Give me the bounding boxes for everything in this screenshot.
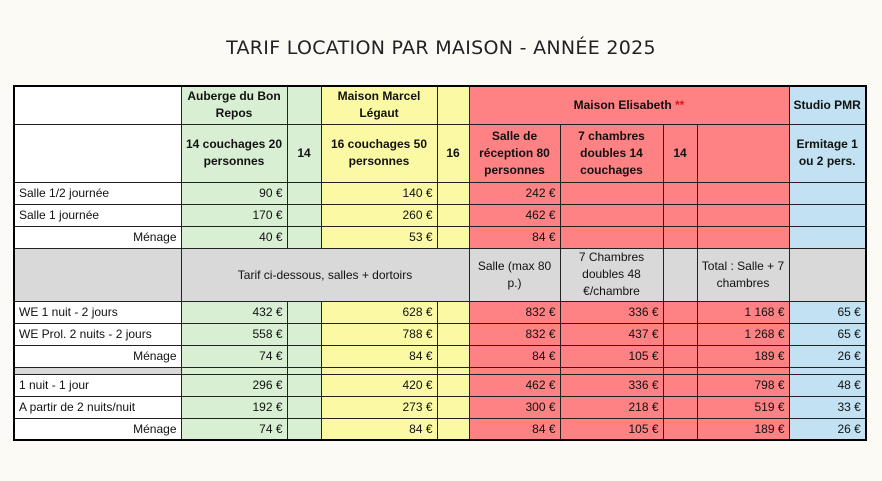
price-auberge: 74 € bbox=[180, 344, 288, 368]
page-title: TARIF LOCATION PAR MAISON - ANNÉE 2025 bbox=[226, 37, 656, 59]
capacity-marcel: 16 couchages 50 personnes bbox=[320, 123, 438, 183]
dortoir-total: Total : Salle + 7 chambres bbox=[696, 247, 790, 302]
capacity-marcel-count: 16 bbox=[436, 123, 470, 183]
table-row: 1 nuit - 1 jour 296 € 420 € 462 € 336 € … bbox=[13, 373, 867, 397]
price-studio: 33 € bbox=[788, 395, 867, 419]
dortoir-note: Tarif ci-dessous, salles + dortoirs bbox=[180, 247, 470, 302]
price-total: 1 268 € bbox=[696, 322, 790, 346]
elisabeth-mark: ** bbox=[675, 98, 685, 113]
table-row: Salle 1/2 journée 90 € 140 € 242 € bbox=[13, 181, 867, 205]
price-marcel: 84 € bbox=[320, 344, 438, 368]
price-salle: 84 € bbox=[468, 344, 561, 368]
table-row: Salle 1 journée 170 € 260 € 462 € bbox=[13, 203, 867, 227]
row-label: A partir de 2 nuits/nuit bbox=[13, 395, 182, 419]
row-label: WE 1 nuit - 2 jours bbox=[13, 300, 182, 324]
price-chambres: 336 € bbox=[559, 300, 664, 324]
price-salle: 462 € bbox=[468, 203, 561, 227]
price-marcel: 84 € bbox=[320, 417, 438, 441]
price-salle: 832 € bbox=[468, 322, 561, 346]
row-label: Salle 1 journée bbox=[13, 203, 182, 227]
price-salle: 242 € bbox=[468, 181, 561, 205]
price-auberge: 40 € bbox=[180, 225, 288, 249]
price-auberge: 432 € bbox=[180, 300, 288, 324]
price-total: 189 € bbox=[696, 417, 790, 441]
price-studio: 26 € bbox=[788, 417, 867, 441]
house-marcel: Maison Marcel Légaut bbox=[320, 85, 438, 125]
price-salle: 832 € bbox=[468, 300, 561, 324]
price-studio: 26 € bbox=[788, 344, 867, 368]
table-row: Ménage 40 € 53 € 84 € bbox=[13, 225, 867, 249]
house-studio: Studio PMR bbox=[788, 85, 867, 125]
row-label: Ménage bbox=[13, 417, 182, 441]
price-marcel: 260 € bbox=[320, 203, 438, 227]
row-label: 1 nuit - 1 jour bbox=[13, 373, 182, 397]
price-studio: 65 € bbox=[788, 322, 867, 346]
row-label: Ménage bbox=[13, 225, 182, 249]
price-chambres: 218 € bbox=[559, 395, 664, 419]
price-auberge: 192 € bbox=[180, 395, 288, 419]
price-chambres: 105 € bbox=[559, 417, 664, 441]
row-label: Ménage bbox=[13, 344, 182, 368]
price-auberge: 90 € bbox=[180, 181, 288, 205]
price-studio: 65 € bbox=[788, 300, 867, 324]
price-marcel: 273 € bbox=[320, 395, 438, 419]
table-row: WE 1 nuit - 2 jours 432 € 628 € 832 € 33… bbox=[13, 300, 867, 324]
row-label: Salle 1/2 journée bbox=[13, 181, 182, 205]
tariff-table: Auberge du Bon Repos Maison Marcel Légau… bbox=[13, 85, 867, 441]
price-marcel: 628 € bbox=[320, 300, 438, 324]
dortoir-chambres: 7 Chambres doubles 48 €/chambre bbox=[559, 247, 664, 302]
capacity-auberge-count: 14 bbox=[286, 123, 322, 183]
price-auberge: 296 € bbox=[180, 373, 288, 397]
house-elisabeth-label: Maison Elisabeth bbox=[573, 98, 672, 113]
house-elisabeth: Maison Elisabeth ** bbox=[468, 85, 790, 125]
price-salle: 84 € bbox=[468, 225, 561, 249]
price-salle: 84 € bbox=[468, 417, 561, 441]
price-marcel: 140 € bbox=[320, 181, 438, 205]
capacity-studio: Ermitage 1 ou 2 pers. bbox=[788, 123, 867, 183]
table-row: Ménage 74 € 84 € 84 € 105 € 189 € 26 € bbox=[13, 417, 867, 441]
price-chambres: 105 € bbox=[559, 344, 664, 368]
dortoir-header-row: Tarif ci-dessous, salles + dortoirs Sall… bbox=[13, 247, 867, 302]
capacity-elisabeth-count: 14 bbox=[662, 123, 698, 183]
price-auberge: 170 € bbox=[180, 203, 288, 227]
price-marcel: 420 € bbox=[320, 373, 438, 397]
house-auberge: Auberge du Bon Repos bbox=[180, 85, 288, 125]
row-label: WE Prol. 2 nuits - 2 jours bbox=[13, 322, 182, 346]
table-row: Ménage 74 € 84 € 84 € 105 € 189 € 26 € bbox=[13, 344, 867, 368]
house-header-row: Auberge du Bon Repos Maison Marcel Légau… bbox=[13, 85, 867, 125]
table-row: WE Prol. 2 nuits - 2 jours 558 € 788 € 8… bbox=[13, 322, 867, 346]
price-auberge: 74 € bbox=[180, 417, 288, 441]
price-chambres: 437 € bbox=[559, 322, 664, 346]
capacity-row: 14 couchages 20 personnes 14 16 couchage… bbox=[13, 123, 867, 183]
price-studio: 48 € bbox=[788, 373, 867, 397]
price-total: 798 € bbox=[696, 373, 790, 397]
dortoir-salle: Salle (max 80 p.) bbox=[468, 247, 561, 302]
price-marcel: 53 € bbox=[320, 225, 438, 249]
price-salle: 300 € bbox=[468, 395, 561, 419]
capacity-auberge: 14 couchages 20 personnes bbox=[180, 123, 288, 183]
table-row: A partir de 2 nuits/nuit 192 € 273 € 300… bbox=[13, 395, 867, 419]
price-marcel: 788 € bbox=[320, 322, 438, 346]
price-chambres: 336 € bbox=[559, 373, 664, 397]
price-auberge: 558 € bbox=[180, 322, 288, 346]
price-total: 189 € bbox=[696, 344, 790, 368]
price-total: 1 168 € bbox=[696, 300, 790, 324]
price-salle: 462 € bbox=[468, 373, 561, 397]
separator-row bbox=[13, 366, 867, 375]
capacity-salle: Salle de réception 80 personnes bbox=[468, 123, 561, 183]
price-total: 519 € bbox=[696, 395, 790, 419]
capacity-chambres: 7 chambres doubles 14 couchages bbox=[559, 123, 664, 183]
